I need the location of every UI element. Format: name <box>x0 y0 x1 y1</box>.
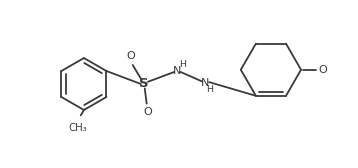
Text: H: H <box>206 85 213 94</box>
Text: O: O <box>318 65 327 75</box>
Text: CH₃: CH₃ <box>69 123 88 133</box>
Text: N: N <box>201 78 209 88</box>
Text: O: O <box>126 51 135 61</box>
Text: S: S <box>139 77 149 91</box>
Text: N: N <box>173 66 182 76</box>
Text: O: O <box>143 107 152 117</box>
Text: H: H <box>179 60 186 70</box>
